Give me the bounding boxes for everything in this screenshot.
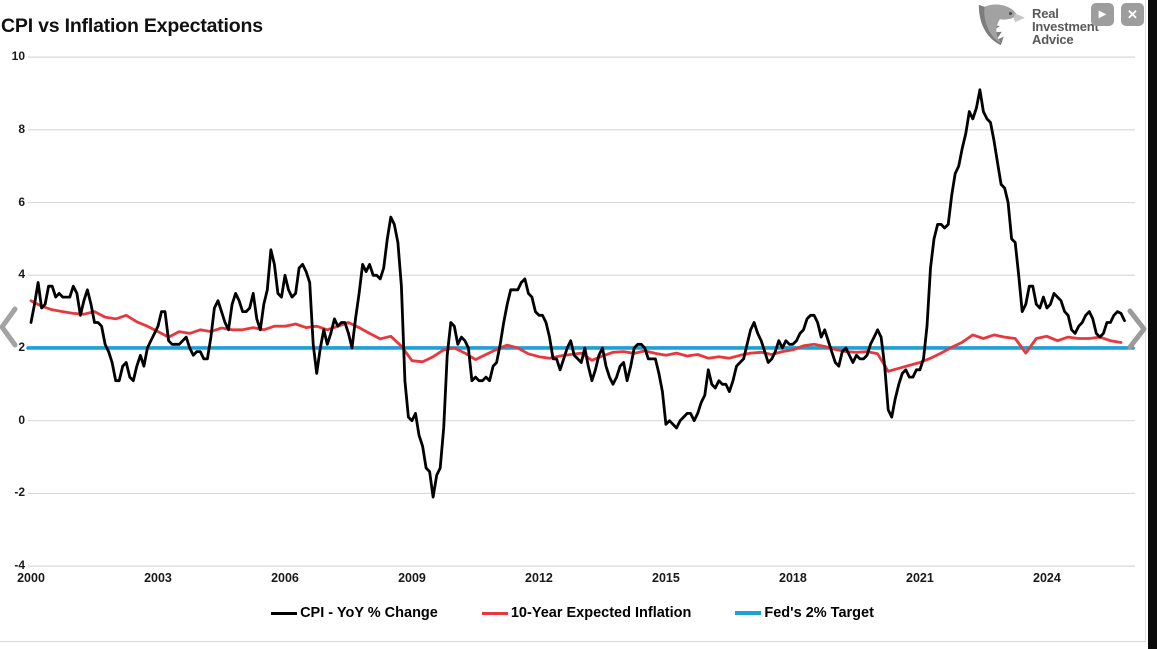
y-tick-label: 0 bbox=[18, 412, 25, 427]
cpi-line bbox=[29, 88, 1126, 499]
y-tick-label: 8 bbox=[18, 121, 25, 136]
expected-inflation-line bbox=[29, 299, 1123, 373]
right-edge-bar bbox=[1148, 0, 1157, 649]
legend-item-fed-target: Fed's 2% Target bbox=[735, 605, 874, 621]
x-tick-label: 2015 bbox=[652, 571, 680, 585]
ria-logo: Real Investment Advice bbox=[970, 1, 1099, 49]
ria-eagle-logo-icon bbox=[978, 4, 1025, 46]
chart-background bbox=[0, 0, 1146, 642]
y-tick-label: 4 bbox=[18, 267, 25, 282]
x-tick-label: 2006 bbox=[271, 571, 299, 585]
y-tick-label: 10 bbox=[11, 49, 25, 64]
next-chevron-button[interactable] bbox=[1127, 308, 1147, 353]
legend-label-fed-target: Fed's 2% Target bbox=[764, 605, 874, 621]
cpi-line-swatch bbox=[271, 611, 298, 615]
play-icon: ▶ bbox=[1098, 9, 1107, 20]
fed-target-swatch bbox=[735, 611, 762, 615]
close-icon: ✕ bbox=[1127, 6, 1138, 22]
chart-title: CPI vs Inflation Expectations bbox=[1, 15, 263, 38]
logo-line-3: Advice bbox=[1032, 32, 1074, 47]
play-button[interactable]: ▶ bbox=[1091, 3, 1114, 26]
logo-line-1: Real bbox=[1032, 6, 1059, 21]
x-tick-label: 2009 bbox=[398, 571, 426, 585]
legend-item-expected-inflation: 10-Year Expected Inflation bbox=[481, 605, 692, 621]
legend-item-cpi: CPI - YoY % Change bbox=[271, 605, 438, 621]
y-tick-label: -2 bbox=[14, 485, 25, 500]
y-tick-label: 2 bbox=[18, 339, 25, 354]
x-tick-label: 2003 bbox=[144, 571, 172, 585]
x-tick-label: 2018 bbox=[779, 571, 807, 585]
prev-chevron-button[interactable] bbox=[0, 306, 18, 351]
y-tick-label: 6 bbox=[18, 194, 25, 209]
chart-legend: CPI - YoY % Change 10-Year Expected Infl… bbox=[0, 605, 1145, 621]
x-tick-label: 2024 bbox=[1033, 571, 1061, 585]
chevron-right-icon bbox=[1127, 308, 1147, 350]
chevron-left-icon bbox=[0, 306, 18, 348]
expected-inflation-swatch bbox=[481, 611, 508, 615]
close-button[interactable]: ✕ bbox=[1121, 3, 1144, 26]
ria-logo-text: Real Investment Advice bbox=[1032, 7, 1099, 46]
x-tick-label: 2000 bbox=[17, 571, 45, 585]
x-tick-label: 2012 bbox=[525, 571, 553, 585]
legend-label-cpi: CPI - YoY % Change bbox=[300, 605, 438, 621]
x-tick-label: 2021 bbox=[906, 571, 934, 585]
logo-line-2: Investment bbox=[1032, 19, 1099, 34]
legend-label-expected-inflation: 10-Year Expected Inflation bbox=[510, 605, 692, 621]
y-tick-label: -4 bbox=[14, 558, 25, 573]
